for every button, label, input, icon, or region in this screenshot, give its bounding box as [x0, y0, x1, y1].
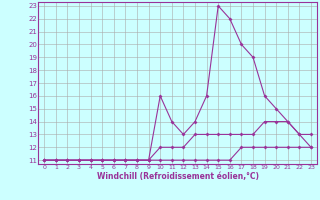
X-axis label: Windchill (Refroidissement éolien,°C): Windchill (Refroidissement éolien,°C)	[97, 172, 259, 181]
